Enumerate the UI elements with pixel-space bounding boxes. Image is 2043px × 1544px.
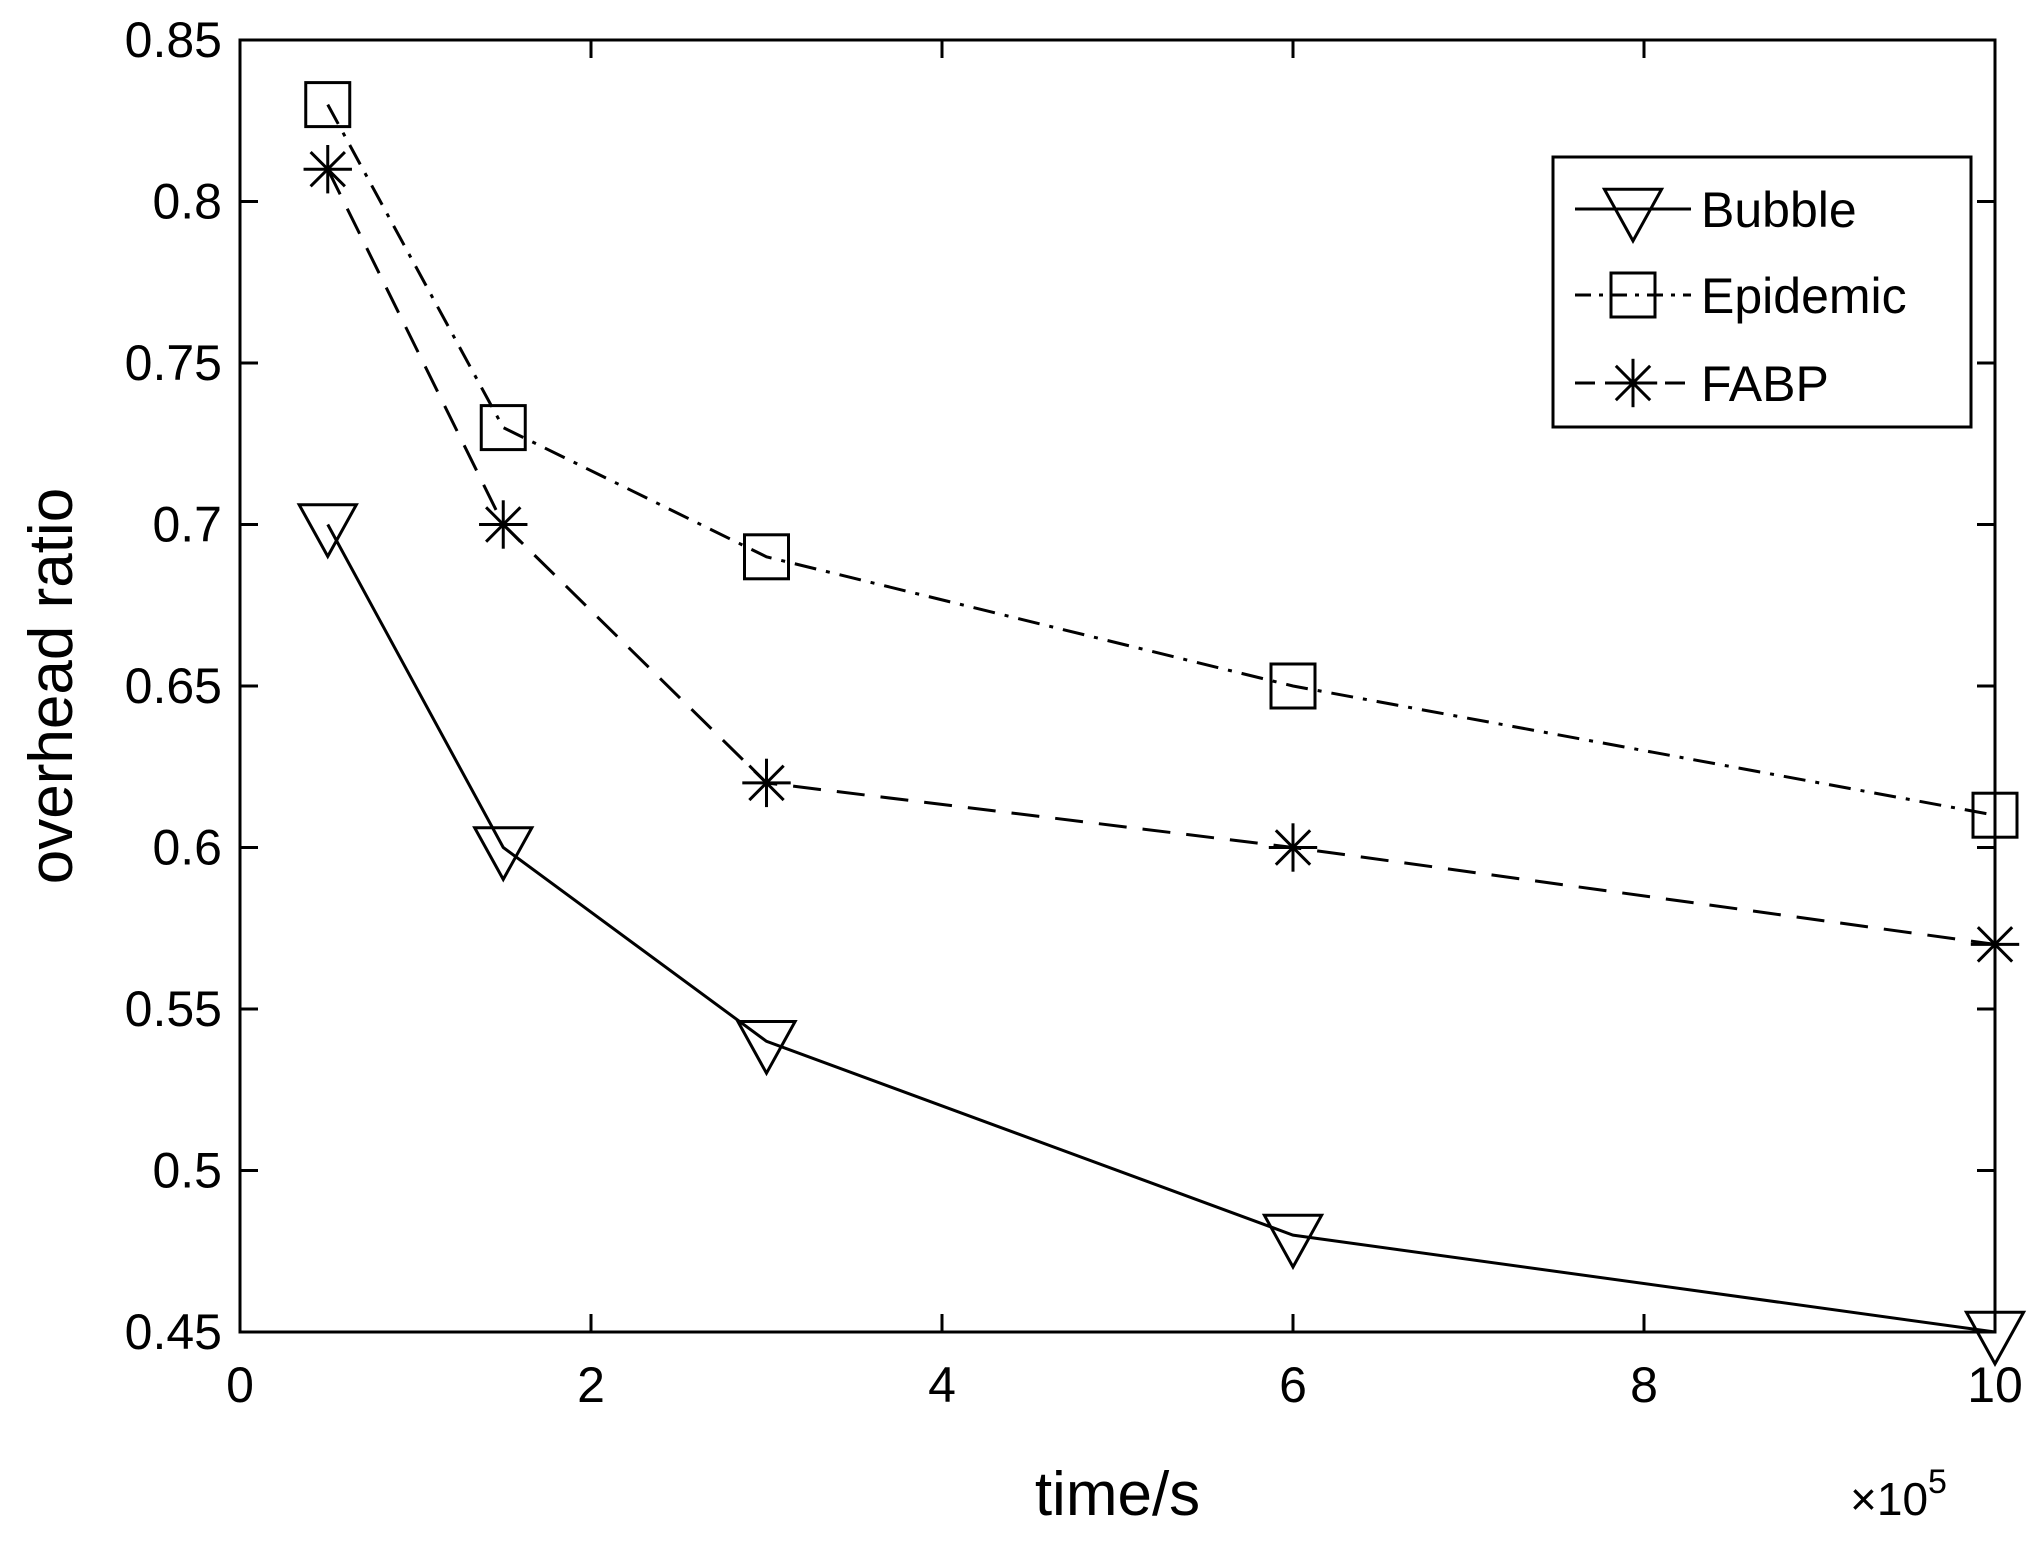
data-point-epidemic	[479, 404, 527, 452]
series-layer	[296, 81, 2027, 1367]
data-point-bubble	[1963, 1310, 2027, 1367]
y-tick-label: 0.5	[152, 1143, 222, 1199]
data-point-bubble	[472, 826, 535, 883]
y-tick-label: 0.65	[125, 658, 222, 714]
y-tick-label: 0.75	[125, 335, 222, 391]
data-point-fabp	[303, 145, 352, 194]
data-point-fabp	[1970, 920, 2020, 969]
y-tick-label: 0.6	[152, 820, 222, 876]
x-tick-label: 8	[1630, 1357, 1658, 1413]
asterisk-stroke	[485, 506, 522, 543]
legend-marker-fabp	[1608, 358, 1658, 408]
x-tick-label: 0	[226, 1357, 254, 1413]
data-point-bubble	[296, 503, 359, 560]
asterisk-stroke	[309, 150, 346, 188]
data-point-fabp	[479, 500, 528, 549]
y-tick-label: 0.85	[125, 12, 222, 68]
data-point-epidemic	[1269, 662, 1317, 710]
data-point-epidemic	[743, 533, 790, 581]
data-point-fabp	[742, 758, 791, 808]
series-bubble	[296, 503, 2027, 1367]
x-axis-label: time/s	[1035, 1460, 1200, 1529]
y-axis-label: overhead ratio	[17, 488, 86, 884]
data-point-fabp	[1268, 823, 1318, 872]
x-tick-label: 2	[577, 1357, 605, 1413]
y-tick-label: 0.8	[152, 174, 222, 230]
x-tick-label: 6	[1279, 1357, 1307, 1413]
legend-label-epidemic: Epidemic	[1701, 268, 1907, 324]
x-tick-label: 4	[928, 1357, 956, 1413]
asterisk-stroke	[748, 764, 785, 802]
legend-marker-bubble	[1601, 187, 1665, 244]
data-point-epidemic	[304, 81, 352, 129]
series-line-epidemic	[326, 103, 1996, 817]
series-line-bubble	[326, 523, 1996, 1334]
data-point-bubble	[735, 1020, 798, 1077]
asterisk-stroke	[1274, 829, 1312, 866]
asterisk-stroke	[1614, 364, 1652, 402]
data-point-epidemic	[1971, 791, 2019, 839]
y-tick-label: 0.45	[125, 1304, 222, 1360]
x-multiplier-exponent: 5	[1928, 1463, 1947, 1501]
y-tick-label: 0.55	[125, 981, 222, 1037]
x-axis-multiplier: ×105	[1850, 1463, 1947, 1525]
legend: Bubble Epidemic FABP	[1551, 155, 1973, 429]
legend-label-fabp: FABP	[1701, 356, 1829, 412]
legend-marker-epidemic	[1609, 271, 1657, 319]
asterisk-stroke	[1976, 926, 2014, 963]
series-fabp	[303, 145, 2020, 969]
series-epidemic	[304, 81, 2019, 839]
x-multiplier-base: ×10	[1850, 1473, 1928, 1525]
legend-label-bubble: Bubble	[1701, 182, 1857, 238]
data-point-bubble	[1261, 1213, 1325, 1271]
y-tick-label: 0.7	[152, 497, 222, 553]
